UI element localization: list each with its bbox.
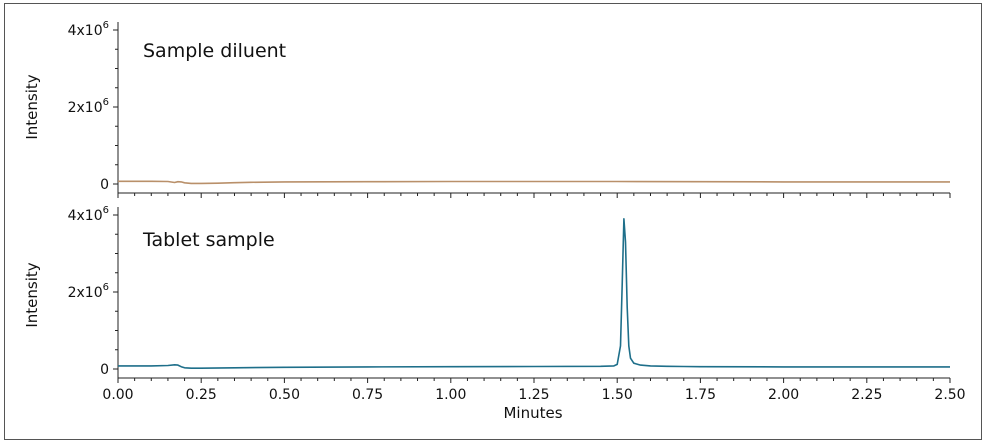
x-tick-label: 1.00 <box>435 387 466 403</box>
x-tick-label: 0.50 <box>269 387 300 403</box>
y-tick-label: 4x106 <box>68 205 109 224</box>
y-tick-label: 2x106 <box>68 97 109 116</box>
panel-label: Sample diluent <box>143 40 286 62</box>
y-tick-label: 4x106 <box>68 20 109 39</box>
panel-sample-diluent: Intensity Sample diluent 4x106 2x106 0 <box>23 20 951 198</box>
x-axis-title: Minutes <box>503 404 562 422</box>
x-tick-label: 2.25 <box>851 387 882 403</box>
x-tick-label: 1.25 <box>518 387 549 403</box>
x-tick-label: 1.75 <box>685 387 716 403</box>
x-tick-label: 2.50 <box>934 387 965 403</box>
y-axis-title: Intensity <box>23 74 41 139</box>
x-tick-label: 0.25 <box>186 387 217 403</box>
x-tick-label: 0.00 <box>102 387 133 403</box>
series-line <box>118 218 950 370</box>
y-tick-label: 0 <box>100 362 109 378</box>
y-tick-label: 2x106 <box>68 282 109 301</box>
panel-tablet-sample: Intensity Tablet sample Minutes 4x106 2x1… <box>23 205 966 422</box>
x-tick-label: 2.00 <box>768 387 799 403</box>
panel-label: Tablet sample <box>142 229 275 251</box>
series-line <box>118 180 950 185</box>
y-tick-label: 0 <box>100 177 109 193</box>
y-axis-title: Intensity <box>23 262 41 327</box>
x-tick-label: 0.75 <box>352 387 383 403</box>
x-tick-label: 1.50 <box>602 387 633 403</box>
